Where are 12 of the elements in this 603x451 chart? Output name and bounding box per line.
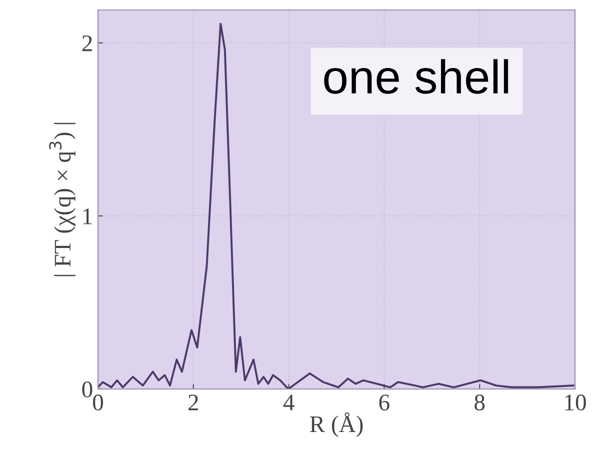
- x-axis-title: R (Å): [310, 412, 363, 437]
- x-tick-label: 6: [379, 394, 390, 410]
- x-tick-label: 2: [188, 394, 198, 410]
- y-axis-title: | FT (χ(q) × q$^{3}$) |: [49, 122, 76, 276]
- y-tick-label: 2: [82, 35, 92, 52]
- y-tick-label: 1: [83, 208, 92, 224]
- x-tick-label: 8: [474, 394, 485, 410]
- x-tick-label: 0: [92, 394, 104, 410]
- annotation: one shell: [324, 59, 508, 94]
- x-tick-label: 10: [565, 394, 586, 410]
- x-tick-label: 4: [283, 394, 294, 410]
- y-tick-label: 0: [82, 381, 92, 398]
